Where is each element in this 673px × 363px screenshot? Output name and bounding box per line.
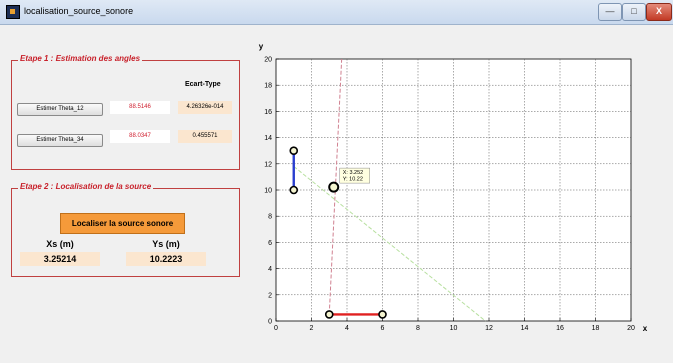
mic-marker [289, 146, 299, 155]
localiser-source-button[interactable]: Localiser la source sonore [60, 213, 185, 234]
window-title: localisation_source_sonore [24, 6, 134, 16]
mic-marker [289, 185, 299, 195]
panel-etape1: Etape 1 : Estimation des angles Ecart-Ty… [11, 54, 240, 170]
minimize-button[interactable]: — [598, 3, 622, 21]
theta12-ecart: 4.26326e-014 [178, 101, 232, 114]
x-tick-label: 10 [450, 325, 458, 332]
y-tick-label: 12 [264, 161, 272, 168]
ecart-type-header: Ecart-Type [185, 81, 221, 88]
title-bar: localisation_source_sonore — □ X [0, 0, 673, 25]
y-axis-label: y [259, 42, 264, 51]
datatip-y: Y: 10.22 [343, 177, 363, 183]
estimer-theta12-button[interactable]: Estimer Theta_12 [17, 103, 103, 116]
x-tick-label: 14 [521, 325, 529, 332]
x-tick-label: 2 [310, 325, 314, 332]
y-tick-label: 20 [264, 57, 272, 64]
close-button[interactable]: X [646, 3, 672, 21]
theta12-value: 88.5146 [110, 101, 170, 114]
theta34-value: 88.0347 [110, 130, 170, 143]
bearing-green-line [293, 166, 486, 322]
y-tick-label: 2 [268, 292, 272, 299]
panel-etape1-title: Etape 1 : Estimation des angles [18, 54, 143, 63]
x-tick-label: 16 [556, 325, 564, 332]
ys-label: Ys (m) [152, 239, 180, 249]
y-tick-label: 14 [264, 135, 272, 142]
y-tick-label: 18 [264, 83, 272, 90]
estimer-theta34-button[interactable]: Estimer Theta_34 [17, 134, 103, 147]
y-tick-label: 10 [264, 188, 272, 195]
y-tick-label: 16 [264, 109, 272, 116]
maximize-button[interactable]: □ [622, 3, 646, 21]
y-tick-label: 8 [268, 214, 272, 221]
panel-etape2: Etape 2 : Localisation de la source Loca… [11, 182, 240, 277]
xs-value: 3.25214 [20, 252, 100, 266]
x-tick-label: 6 [381, 325, 385, 332]
theta34-ecart: 0.455571 [178, 130, 232, 143]
x-tick-label: 18 [592, 325, 600, 332]
y-tick-label: 6 [268, 240, 272, 247]
mic-marker [378, 310, 387, 319]
ys-value: 10.2223 [126, 252, 206, 266]
xs-label: Xs (m) [46, 239, 74, 249]
x-tick-label: 0 [274, 325, 278, 332]
y-tick-label: 4 [268, 266, 272, 273]
datatip-x: X: 3.252 [343, 170, 364, 176]
x-tick-label: 20 [627, 325, 635, 332]
panel-etape2-title: Etape 2 : Localisation de la source [18, 182, 154, 191]
x-tick-label: 8 [416, 325, 420, 332]
matlab-figure-icon [6, 5, 20, 19]
datatip-box [339, 167, 370, 184]
x-tick-label: 12 [485, 325, 493, 332]
y-tick-label: 0 [268, 319, 272, 326]
mic-marker [324, 310, 334, 319]
x-axis-label: x [643, 324, 648, 333]
source-point-marker [328, 181, 340, 193]
x-tick-label: 4 [345, 325, 349, 332]
